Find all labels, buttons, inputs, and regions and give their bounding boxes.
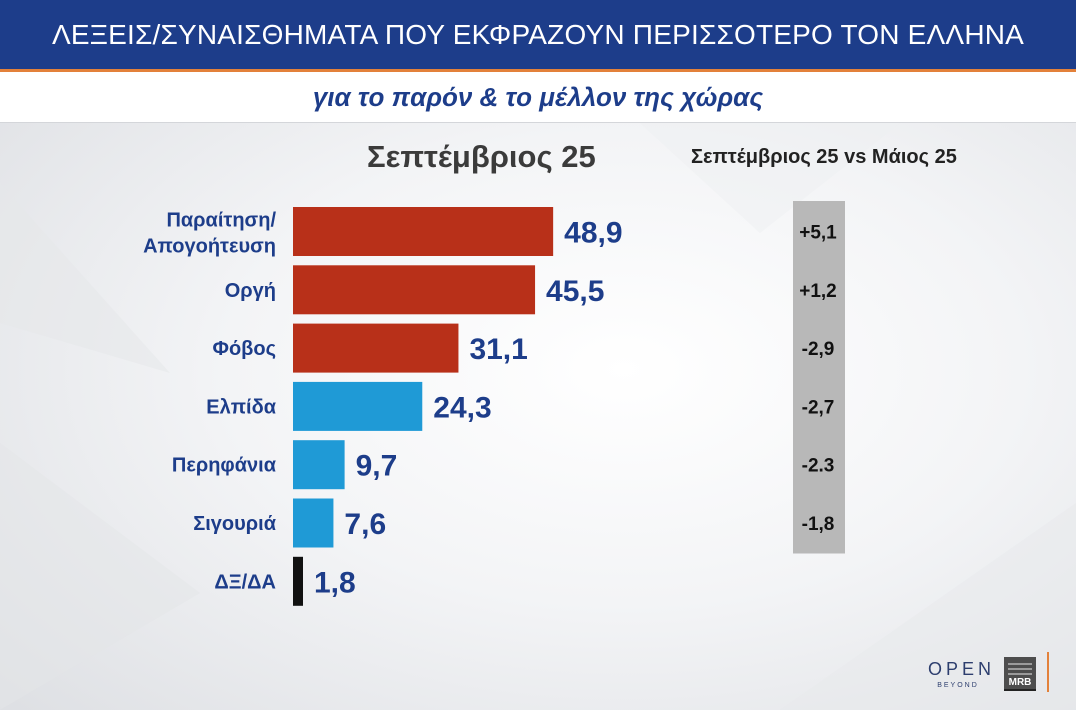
- open-logo-wordmark: OPEN: [928, 659, 996, 679]
- category-label-2-line-0: Φόβος: [213, 338, 276, 360]
- category-label-5-line-0: Σιγουριά: [193, 513, 276, 535]
- category-label-6-line-0: ΔΞ/ΔΑ: [214, 571, 276, 593]
- category-label-1-line-0: Οργή: [225, 280, 276, 302]
- delta-column-title: Σεπτέμβριος 25 vs Μάιος 25: [691, 146, 957, 168]
- bar-0: [293, 207, 554, 256]
- category-label-1: Οργή: [225, 280, 276, 302]
- category-label-0-line-1: Απογοήτευση: [143, 236, 276, 258]
- bar-value-5: 7,6: [344, 508, 386, 541]
- bar-5: [293, 498, 334, 548]
- delta-value-0: +5,1: [799, 223, 837, 244]
- bar-value-6: 1,8: [314, 566, 356, 599]
- delta-column-box: [793, 201, 845, 554]
- emotions-bar-chart: 48,9 Παραίτηση/Απογοήτευση +5,1 45,5 Οργή +1,…: [143, 201, 845, 606]
- bar-4: [293, 440, 345, 490]
- page-subtitle: για το παρόν & το μέλλον της χώρας: [312, 81, 764, 112]
- delta-value-5: -1,8: [802, 514, 835, 535]
- category-label-3: Ελπίδα: [206, 396, 276, 418]
- open-beyond-logo: OPEN BEYOND: [928, 659, 996, 693]
- category-label-4-line-0: Περηφάνια: [172, 455, 277, 477]
- delta-value-4: -2.3: [802, 456, 835, 477]
- bar-value-4: 9,7: [356, 450, 398, 483]
- header-bar: ΛΕΞΕΙΣ/ΣΥΝΑΙΣΘΗΜΑΤΑ ΠΟΥ ΕΚΦΡΑΖΟΥΝ ΠΕΡΙΣΣ…: [0, 0, 1076, 72]
- delta-value-2: -2,9: [802, 339, 835, 360]
- delta-value-1: +1,2: [799, 281, 837, 302]
- bar-value-2: 31,1: [469, 333, 527, 366]
- logo-separator: [1047, 652, 1049, 692]
- page-title: ΛΕΞΕΙΣ/ΣΥΝΑΙΣΘΗΜΑΤΑ ΠΟΥ ΕΚΦΡΑΖΟΥΝ ΠΕΡΙΣΣ…: [51, 18, 1025, 50]
- bar-value-3: 24,3: [433, 391, 491, 424]
- mrb-logo-text: MRB: [1008, 677, 1032, 688]
- category-label-2: Φόβος: [213, 338, 276, 360]
- category-label-0-line-0: Παραίτηση/: [166, 210, 276, 232]
- category-label-6: ΔΞ/ΔΑ: [214, 571, 276, 593]
- bar-1: [293, 265, 536, 315]
- bar-6: [293, 556, 303, 606]
- category-label-0: Παραίτηση/Απογοήτευση: [143, 210, 276, 258]
- bar-value-1: 45,5: [546, 275, 604, 308]
- category-label-3-line-0: Ελπίδα: [206, 396, 276, 418]
- bar-value-0: 48,9: [564, 217, 622, 250]
- category-label-4: Περηφάνια: [172, 455, 277, 477]
- category-label-5: Σιγουριά: [193, 513, 276, 535]
- open-logo-tagline: BEYOND: [937, 682, 979, 689]
- background-decoration: [0, 123, 1076, 710]
- mrb-logo: MRB: [1004, 657, 1036, 691]
- bar-2: [293, 323, 459, 373]
- chart-column-title: Σεπτέμβριος 25: [367, 139, 596, 174]
- subtitle-bar: για το παρόν & το μέλλον της χώρας: [0, 72, 1076, 123]
- delta-value-3: -2,7: [802, 397, 835, 418]
- bar-3: [293, 381, 423, 431]
